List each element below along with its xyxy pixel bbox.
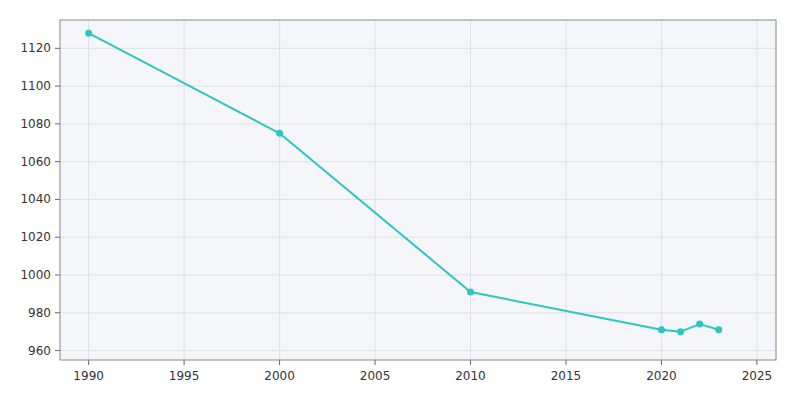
y-tick (55, 350, 60, 351)
point (715, 326, 722, 333)
y-tick-label: 1000 (20, 268, 51, 282)
x-tick-label: 2000 (264, 369, 295, 383)
data (85, 30, 722, 335)
x-tick (661, 360, 662, 365)
chart: 1990 1995 2000 2005 2010 2015 2020 2025 960 980 10… (0, 0, 800, 400)
x-grid-line (184, 20, 185, 360)
plot-frame (60, 20, 776, 360)
y-grid-line (60, 237, 776, 238)
x-tick-label: 2010 (455, 369, 486, 383)
axes: 1990 1995 2000 2005 2010 2015 2020 2025 960 980 10… (20, 41, 772, 383)
x-tick-label: 2025 (742, 369, 773, 383)
x-grid-line (756, 20, 757, 360)
line (89, 33, 719, 331)
point (677, 328, 684, 335)
y-tick (55, 312, 60, 313)
x-tick (756, 360, 757, 365)
x-grid-line (375, 20, 376, 360)
x-tick-label: 2015 (551, 369, 582, 383)
x-tick (88, 360, 89, 365)
y-tick (55, 237, 60, 238)
y-tick (55, 48, 60, 49)
y-grid-line (60, 48, 776, 49)
x-grid-line (661, 20, 662, 360)
x-grid-line (279, 20, 280, 360)
point (85, 30, 92, 37)
point (696, 321, 703, 328)
y-grid-line (60, 312, 776, 313)
point (467, 289, 474, 296)
y-tick-label: 1080 (20, 117, 51, 131)
x-tick (375, 360, 376, 365)
y-tick-label: 980 (28, 306, 51, 320)
y-grid-line (60, 199, 776, 200)
y-tick-label: 1040 (20, 192, 51, 206)
y-tick (55, 86, 60, 87)
x-tick-label: 1990 (73, 369, 104, 383)
y-tick-label: 960 (28, 344, 51, 358)
x-tick-label: 1995 (169, 369, 200, 383)
y-tick (55, 199, 60, 200)
y-tick (55, 161, 60, 162)
grid (60, 20, 776, 360)
y-tick-label: 1120 (20, 41, 51, 55)
y-grid-line (60, 275, 776, 276)
point (276, 130, 283, 137)
x-tick-label: 2005 (360, 369, 391, 383)
x-tick (279, 360, 280, 365)
x-grid-line (88, 20, 89, 360)
x-tick (184, 360, 185, 365)
y-tick (55, 123, 60, 124)
plot-background (60, 20, 776, 360)
x-grid-line (470, 20, 471, 360)
y-tick (55, 275, 60, 276)
y-tick-label: 1100 (20, 79, 51, 93)
point (658, 326, 665, 333)
x-tick (470, 360, 471, 365)
x-tick (565, 360, 566, 365)
y-grid-line (60, 350, 776, 351)
x-grid-line (565, 20, 566, 360)
y-grid-line (60, 123, 776, 124)
y-grid-line (60, 86, 776, 87)
x-tick-label: 2020 (646, 369, 677, 383)
y-tick-label: 1020 (20, 230, 51, 244)
y-tick-label: 1060 (20, 155, 51, 169)
y-grid-line (60, 161, 776, 162)
